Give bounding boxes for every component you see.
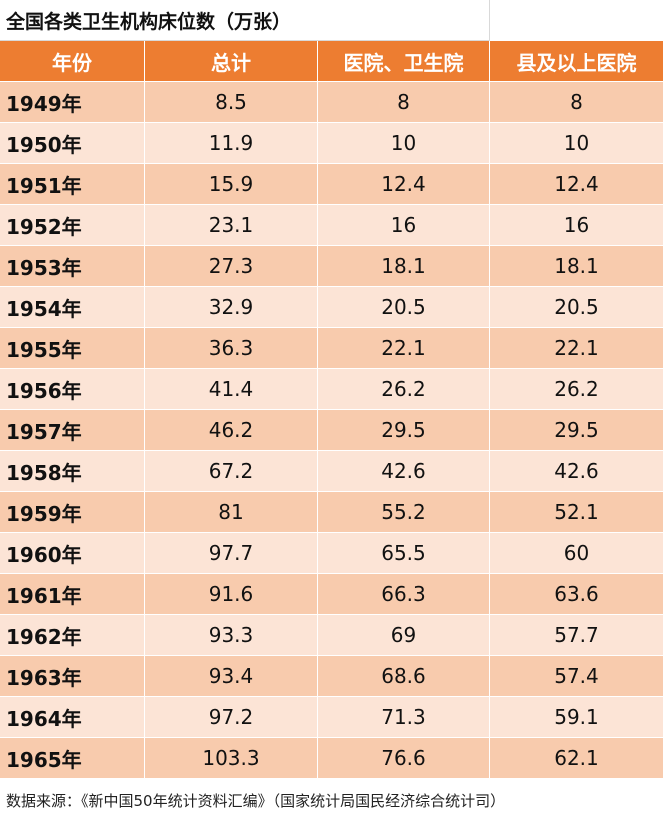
value-cell: 59.1 xyxy=(490,697,664,738)
value-cell: 15.9 xyxy=(145,164,318,205)
value-cell: 10 xyxy=(318,123,490,164)
value-cell: 97.7 xyxy=(145,533,318,574)
value-cell: 93.4 xyxy=(145,656,318,697)
value-cell: 67.2 xyxy=(145,451,318,492)
value-cell: 16 xyxy=(318,205,490,246)
year-cell: 1956年 xyxy=(0,369,145,410)
value-cell: 12.4 xyxy=(318,164,490,205)
table-title: 全国各类卫生机构床位数（万张） xyxy=(0,0,490,41)
value-cell: 97.2 xyxy=(145,697,318,738)
source-note: 数据来源：《新中国50年统计资料汇编》（国家统计局国民经济综合统计司） xyxy=(6,792,506,810)
value-cell: 76.6 xyxy=(318,738,490,779)
value-cell: 10 xyxy=(490,123,664,164)
value-cell: 23.1 xyxy=(145,205,318,246)
year-cell: 1950年 xyxy=(0,123,145,164)
value-cell: 16 xyxy=(490,205,664,246)
value-cell: 57.7 xyxy=(490,615,664,656)
value-cell: 68.6 xyxy=(318,656,490,697)
value-cell: 63.6 xyxy=(490,574,664,615)
year-cell: 1961年 xyxy=(0,574,145,615)
year-cell: 1964年 xyxy=(0,697,145,738)
value-cell: 81 xyxy=(145,492,318,533)
value-cell: 93.3 xyxy=(145,615,318,656)
year-cell: 1959年 xyxy=(0,492,145,533)
year-cell: 1952年 xyxy=(0,205,145,246)
year-cell: 1958年 xyxy=(0,451,145,492)
value-cell: 69 xyxy=(318,615,490,656)
value-cell: 42.6 xyxy=(318,451,490,492)
value-cell: 60 xyxy=(490,533,664,574)
value-cell: 71.3 xyxy=(318,697,490,738)
header-cell: 县及以上医院 xyxy=(490,41,664,82)
value-cell: 27.3 xyxy=(145,246,318,287)
year-cell: 1960年 xyxy=(0,533,145,574)
value-cell: 18.1 xyxy=(318,246,490,287)
value-cell: 36.3 xyxy=(145,328,318,369)
value-cell: 26.2 xyxy=(490,369,664,410)
value-cell: 66.3 xyxy=(318,574,490,615)
value-cell: 52.1 xyxy=(490,492,664,533)
value-cell: 8.5 xyxy=(145,82,318,123)
value-cell: 11.9 xyxy=(145,123,318,164)
year-cell: 1957年 xyxy=(0,410,145,451)
value-cell: 55.2 xyxy=(318,492,490,533)
value-cell: 103.3 xyxy=(145,738,318,779)
value-cell: 65.5 xyxy=(318,533,490,574)
header-cell: 总计 xyxy=(145,41,318,82)
header-cell: 年份 xyxy=(0,41,145,82)
value-cell: 18.1 xyxy=(490,246,664,287)
value-cell: 22.1 xyxy=(490,328,664,369)
year-cell: 1954年 xyxy=(0,287,145,328)
year-cell: 1951年 xyxy=(0,164,145,205)
value-cell: 22.1 xyxy=(318,328,490,369)
value-cell: 42.6 xyxy=(490,451,664,492)
value-cell: 32.9 xyxy=(145,287,318,328)
value-cell: 29.5 xyxy=(318,410,490,451)
value-cell: 91.6 xyxy=(145,574,318,615)
value-cell: 29.5 xyxy=(490,410,664,451)
header-cell: 医院、卫生院 xyxy=(318,41,490,82)
value-cell: 12.4 xyxy=(490,164,664,205)
value-cell: 8 xyxy=(318,82,490,123)
year-cell: 1965年 xyxy=(0,738,145,779)
value-cell: 20.5 xyxy=(490,287,664,328)
value-cell: 41.4 xyxy=(145,369,318,410)
value-cell: 46.2 xyxy=(145,410,318,451)
year-cell: 1955年 xyxy=(0,328,145,369)
year-cell: 1962年 xyxy=(0,615,145,656)
year-cell: 1953年 xyxy=(0,246,145,287)
year-cell: 1949年 xyxy=(0,82,145,123)
year-cell: 1963年 xyxy=(0,656,145,697)
value-cell: 62.1 xyxy=(490,738,664,779)
value-cell: 57.4 xyxy=(490,656,664,697)
value-cell: 20.5 xyxy=(318,287,490,328)
value-cell: 8 xyxy=(490,82,664,123)
value-cell: 26.2 xyxy=(318,369,490,410)
